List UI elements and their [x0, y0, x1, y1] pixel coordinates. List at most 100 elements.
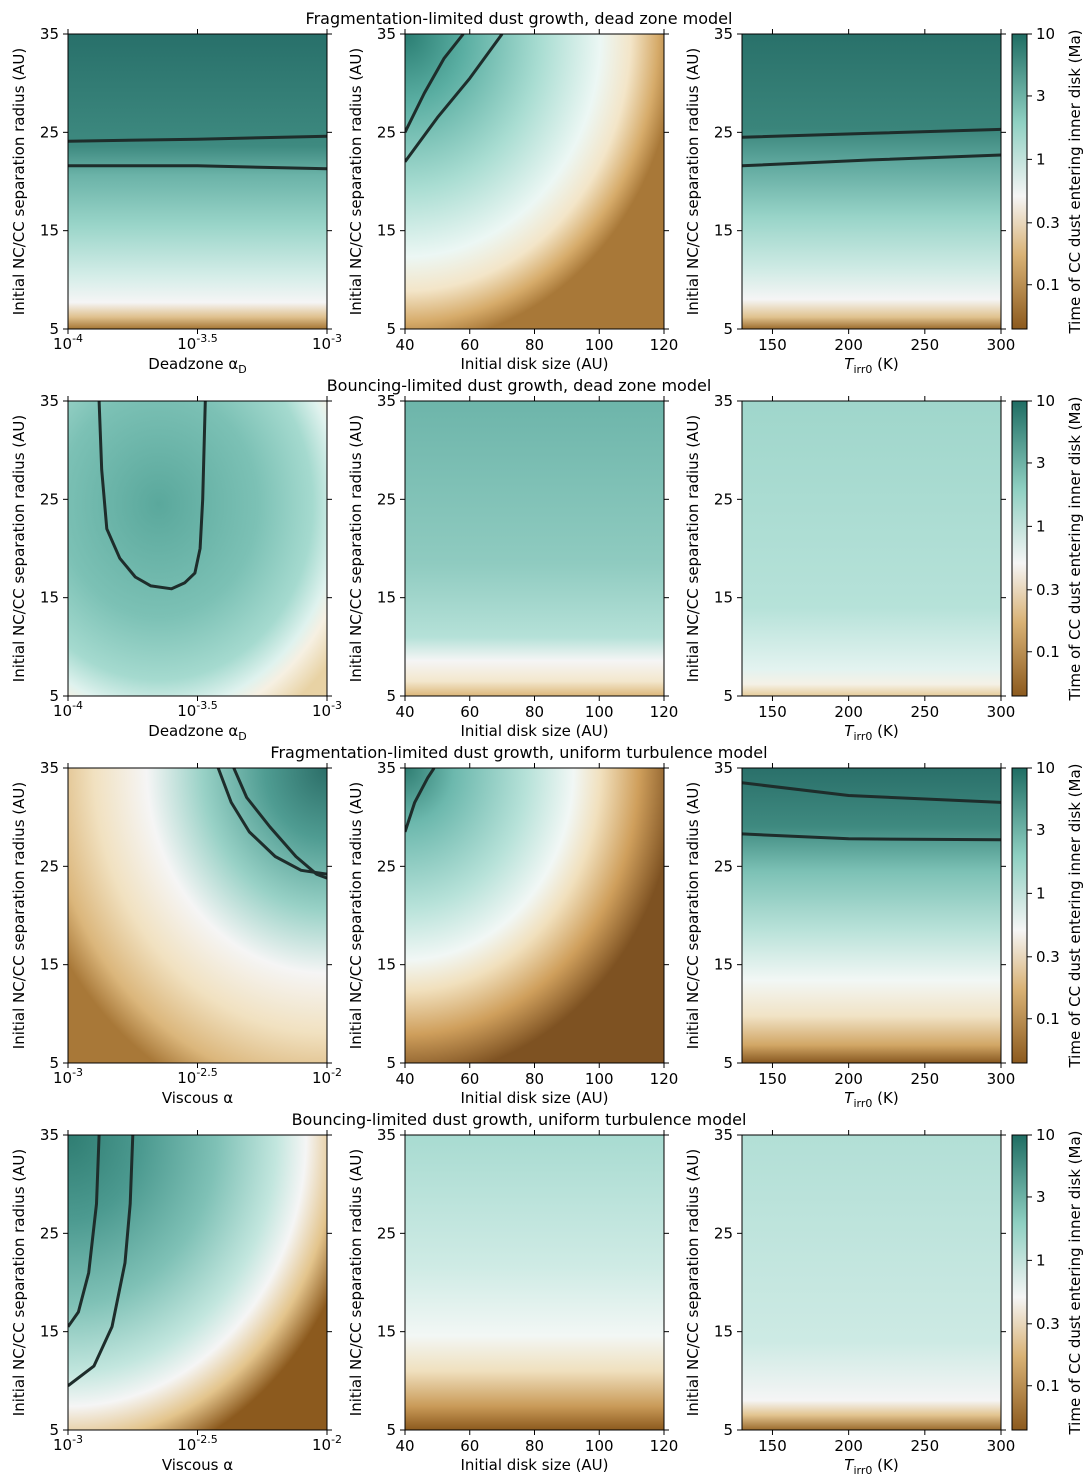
y-tick-label: 35	[377, 392, 396, 410]
y-tick-label: 25	[377, 123, 396, 141]
y-tick-label: 15	[40, 956, 59, 974]
x-tick-label: 80	[525, 1437, 544, 1455]
colorbar: 10 3 1 0.3 0.1 Time of CC dust entering inner…	[1011, 759, 1084, 1069]
x-axis-label: Tirr0 (K)	[844, 1089, 898, 1110]
x-axis-label: Deadzone αD	[148, 722, 246, 743]
panel: 5 15 25 35 10-4 10-3.5 10-3 Deadzone αD Initial …	[10, 392, 342, 743]
colorbar-tick-label: 0.1	[1036, 276, 1060, 294]
panel: 5 15 25 35 40 60 80 100 120 Initial disk size (AU…	[347, 25, 678, 373]
row-title: Bouncing-limited dust growth, dead zone …	[327, 376, 712, 395]
panel: 5 15 25 35 10-3 10-2.5 10-2 Viscous α Initial NC…	[10, 759, 342, 1107]
y-tick-label: 35	[40, 759, 59, 777]
x-tick-label: 10-4	[53, 332, 83, 353]
colorbar-tick-label: 10	[1036, 759, 1055, 777]
colorbar-tick-label: 3	[1036, 821, 1046, 839]
y-tick-label: 35	[40, 25, 59, 43]
y-tick-label: 5	[723, 320, 733, 338]
y-tick-label: 35	[40, 392, 59, 410]
colorbar-tick-label: 0.3	[1036, 948, 1060, 966]
x-tick-label: 150	[758, 703, 787, 721]
x-axis-label: Viscous α	[162, 1456, 233, 1474]
contour-line	[405, 768, 436, 833]
y-tick-label: 5	[49, 687, 59, 705]
y-axis-label: Initial NC/CC separation radius (AU)	[10, 415, 28, 682]
x-axis-label: Initial disk size (AU)	[460, 1456, 608, 1474]
colorbar-tick-label: 1	[1036, 517, 1046, 535]
x-tick-label: 250	[911, 1070, 940, 1088]
y-tick-label: 15	[714, 1323, 733, 1341]
colorbar-scale	[1011, 400, 1028, 697]
heatmap	[742, 1135, 1001, 1430]
y-tick-label: 15	[40, 589, 59, 607]
x-tick-label: 250	[911, 336, 940, 354]
contour-line	[68, 1135, 101, 1328]
heatmap	[742, 34, 1001, 329]
panel: 5 15 25 35 150 200 250 300 Tirr0 (K) Initial NC/C…	[684, 392, 1015, 743]
x-tick-label: 300	[987, 1437, 1016, 1455]
x-axis-label: Tirr0 (K)	[844, 355, 898, 376]
contour-line	[68, 164, 327, 171]
x-tick-label: 200	[834, 703, 863, 721]
heatmap	[68, 34, 327, 329]
panel: 5 15 25 35 40 60 80 100 120 Initial disk size (AU…	[347, 759, 678, 1107]
y-axis-label: Initial NC/CC separation radius (AU)	[347, 415, 365, 682]
colorbar: 10 3 1 0.3 0.1 Time of CC dust entering inner…	[1011, 25, 1084, 335]
y-tick-label: 35	[377, 25, 396, 43]
x-tick-label: 300	[987, 336, 1016, 354]
heatmap	[68, 768, 327, 1063]
y-tick-label: 15	[377, 222, 396, 240]
x-tick-label: 100	[585, 1437, 614, 1455]
x-tick-label: 100	[585, 1070, 614, 1088]
x-tick-label: 60	[460, 1437, 479, 1455]
panel: 5 15 25 35 40 60 80 100 120 Initial disk size (AU…	[347, 392, 678, 740]
y-axis-label: Initial NC/CC separation radius (AU)	[10, 1149, 28, 1416]
x-tick-label: 100	[585, 336, 614, 354]
x-tick-label: 80	[525, 703, 544, 721]
x-tick-label: 200	[834, 336, 863, 354]
x-tick-label: 200	[834, 1437, 863, 1455]
x-axis-label: Tirr0 (K)	[844, 1456, 898, 1475]
contour-line	[232, 768, 327, 880]
colorbar-tick-label: 0.1	[1036, 1010, 1060, 1028]
contour-line	[742, 127, 1001, 139]
row-title: Bouncing-limited dust growth, uniform tu…	[292, 1110, 747, 1129]
axes-frame	[741, 400, 1002, 697]
colorbar-scale	[1011, 767, 1028, 1064]
y-axis-label: Initial NC/CC separation radius (AU)	[684, 415, 702, 682]
y-tick-label: 25	[377, 1224, 396, 1242]
x-tick-label: 10-2.5	[177, 1433, 218, 1454]
contour-line	[405, 34, 465, 133]
y-tick-label: 25	[714, 123, 733, 141]
x-tick-label: 80	[525, 336, 544, 354]
x-tick-label: 60	[460, 336, 479, 354]
y-tick-label: 35	[40, 1126, 59, 1144]
y-tick-label: 25	[377, 857, 396, 875]
panel: 5 15 25 35 150 200 250 300 Tirr0 (K) Initial NC/C…	[684, 1126, 1015, 1475]
contour-line	[742, 832, 1001, 842]
colorbar-tick-label: 1	[1036, 1251, 1046, 1269]
x-tick-label: 200	[834, 1070, 863, 1088]
axes-frame	[741, 1134, 1002, 1431]
y-axis-label: Initial NC/CC separation radius (AU)	[684, 1149, 702, 1416]
panel: 5 15 25 35 10-3 10-2.5 10-2 Viscous α Initial NC…	[10, 1126, 342, 1474]
x-tick-label: 10-2	[312, 1066, 342, 1087]
x-tick-label: 120	[650, 703, 679, 721]
x-axis-label: Initial disk size (AU)	[460, 722, 608, 740]
y-tick-label: 5	[386, 1054, 396, 1072]
colorbar-tick-label: 10	[1036, 1126, 1055, 1144]
y-tick-label: 25	[714, 857, 733, 875]
y-tick-label: 5	[386, 1421, 396, 1439]
x-tick-label: 10-3	[53, 1433, 83, 1454]
colorbar-tick-label: 0.1	[1036, 1377, 1060, 1395]
y-tick-label: 25	[377, 490, 396, 508]
colorbar-tick-label: 10	[1036, 392, 1055, 410]
x-axis-label: Initial disk size (AU)	[460, 1089, 608, 1107]
panel: 5 15 25 35 150 200 250 300 Tirr0 (K) Initial NC/C…	[684, 759, 1015, 1110]
x-tick-label: 40	[395, 1070, 414, 1088]
y-tick-label: 5	[386, 687, 396, 705]
x-tick-label: 250	[911, 1437, 940, 1455]
y-tick-label: 25	[40, 1224, 59, 1242]
x-tick-label: 150	[758, 336, 787, 354]
y-tick-label: 5	[723, 1421, 733, 1439]
